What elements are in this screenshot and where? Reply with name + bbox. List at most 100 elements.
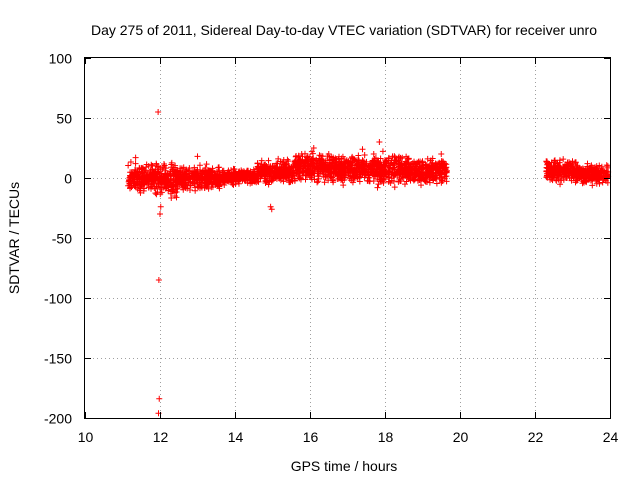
data-point	[224, 177, 231, 184]
data-point	[279, 165, 286, 172]
data-point	[344, 163, 351, 169]
y-tick-labels: -200 -150 -100 -50 0 50 100	[44, 51, 72, 427]
data-point	[397, 160, 403, 167]
data-point	[560, 176, 567, 183]
data-point	[137, 189, 144, 196]
data-point	[330, 156, 337, 163]
data-point	[378, 167, 385, 174]
data-point	[406, 171, 413, 178]
data-point	[397, 154, 404, 161]
data-point	[308, 148, 315, 155]
data-point	[283, 160, 290, 167]
data-point	[430, 163, 437, 170]
data-point	[264, 167, 271, 174]
y-tick-label: 100	[49, 51, 73, 67]
data-point	[376, 139, 383, 145]
data-point	[382, 162, 389, 169]
data-point	[132, 154, 139, 161]
data-point	[391, 184, 398, 191]
data-point	[284, 171, 291, 178]
data-point	[371, 159, 378, 166]
data-point	[560, 170, 567, 177]
data-point	[157, 203, 164, 210]
data-point	[254, 178, 261, 185]
data-point	[155, 277, 162, 283]
data-point	[314, 179, 321, 186]
chart-title: Day 275 of 2011, Sidereal Day-to-day VTE…	[91, 22, 597, 38]
data-point	[280, 157, 287, 163]
data-point	[194, 153, 201, 160]
data-point	[148, 161, 155, 168]
data-point	[338, 161, 345, 168]
data-point	[220, 167, 227, 174]
data-point	[224, 170, 231, 177]
data-point	[243, 170, 250, 177]
data-point	[196, 177, 203, 184]
data-point	[424, 155, 431, 162]
data-point	[338, 155, 345, 162]
data-point	[155, 166, 162, 173]
data-point	[360, 160, 367, 167]
data-point	[307, 163, 313, 169]
data-point	[562, 163, 568, 169]
data-point	[279, 173, 286, 180]
data-point	[337, 158, 343, 165]
data-point	[239, 175, 246, 181]
data-point	[139, 165, 146, 172]
data-point	[217, 178, 223, 185]
data-point	[248, 179, 255, 186]
data-point	[303, 154, 310, 161]
data-point	[406, 163, 413, 170]
data-point	[313, 166, 320, 173]
x-tick-label: 24	[603, 429, 619, 445]
data-point	[333, 166, 340, 173]
data-point	[329, 160, 336, 167]
data-point	[302, 176, 309, 183]
data-point	[191, 164, 198, 171]
data-point	[291, 177, 298, 184]
data-point	[411, 171, 418, 178]
data-point	[156, 395, 163, 402]
data-point	[560, 164, 567, 171]
data-point	[399, 174, 406, 181]
data-point	[172, 162, 179, 169]
data-point	[364, 177, 371, 184]
data-point	[604, 163, 611, 170]
data-point	[143, 164, 150, 171]
y-tick-label: -50	[52, 231, 72, 247]
data-point	[198, 183, 205, 190]
data-point	[385, 159, 392, 166]
data-point	[235, 169, 242, 175]
data-point	[386, 174, 393, 181]
data-point	[131, 170, 138, 177]
data-point	[554, 160, 561, 167]
data-point	[443, 167, 450, 174]
data-point	[258, 167, 265, 174]
data-point	[565, 169, 572, 175]
data-point	[203, 161, 210, 168]
data-point	[172, 179, 179, 186]
data-point	[127, 172, 133, 179]
y-tick-label: -100	[44, 291, 72, 307]
data-point	[592, 176, 599, 183]
data-point	[158, 189, 165, 196]
data-point	[558, 177, 565, 184]
data-point	[261, 161, 268, 168]
data-point	[277, 169, 283, 175]
data-point	[250, 166, 257, 173]
data-point	[140, 165, 147, 172]
data-point	[432, 169, 439, 176]
data-point	[255, 170, 262, 177]
data-point	[375, 158, 382, 165]
data-point	[297, 163, 304, 170]
data-point	[262, 179, 269, 186]
data-point	[434, 163, 441, 169]
data-point	[407, 164, 414, 171]
data-point	[138, 178, 145, 185]
data-point	[400, 175, 407, 181]
data-point	[173, 189, 180, 196]
data-point	[292, 158, 298, 165]
data-point	[389, 166, 396, 173]
data-point	[595, 170, 602, 177]
data-point	[599, 167, 606, 174]
